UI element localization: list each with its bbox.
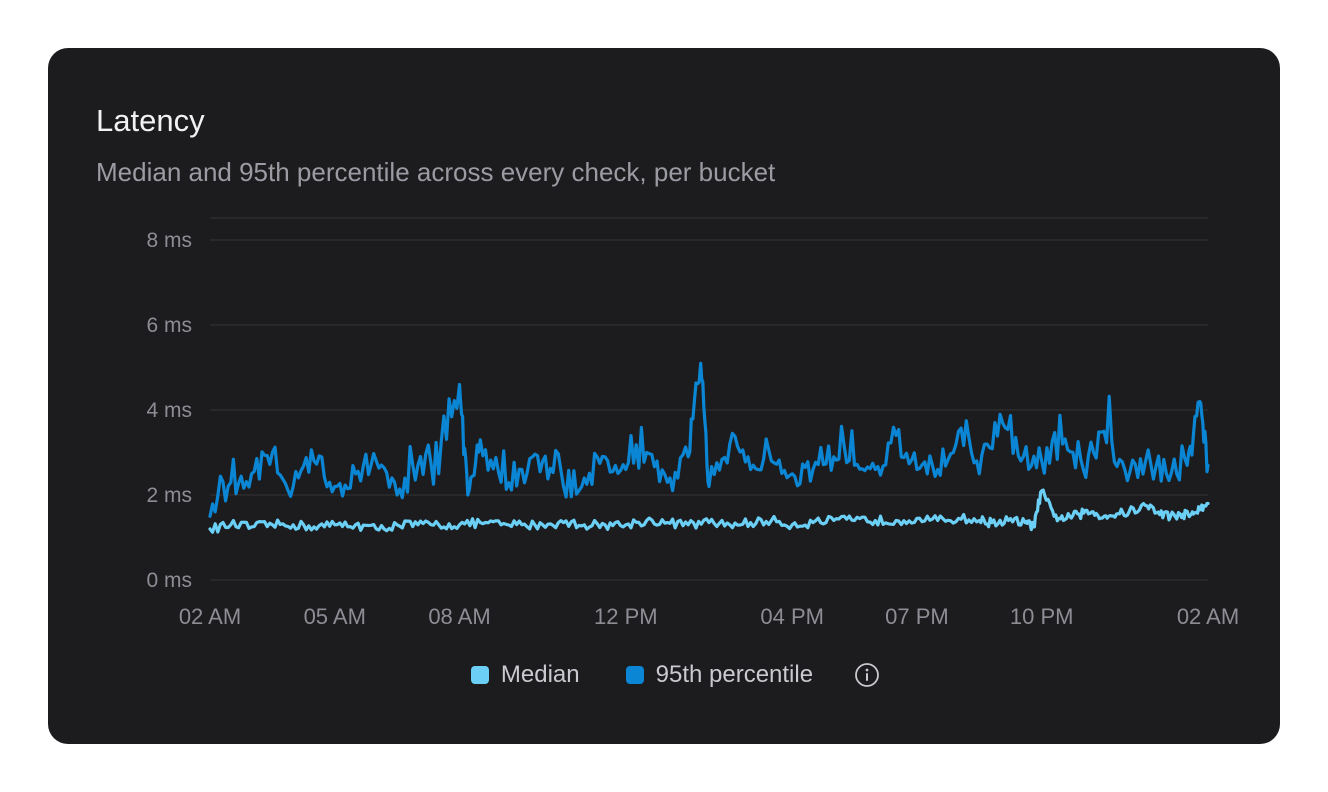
x-tick-label: 02 AM [1177, 604, 1239, 629]
legend: Median 95th percentile [48, 660, 1280, 690]
chart-subtitle: Median and 95th percentile across every … [96, 157, 776, 187]
y-tick-label: 6 ms [146, 314, 192, 337]
y-tick-label: 0 ms [146, 569, 192, 592]
y-axis-ticks: 0 ms 2 ms 4 ms 6 ms 8 ms [146, 229, 192, 592]
latency-line-chart: 0 ms 2 ms 4 ms 6 ms 8 ms 02 AM 05 AM 08 AM 12 P… [146, 217, 1239, 629]
gridlines [210, 217, 1208, 581]
series-lines [208, 361, 1210, 534]
series-line-p95 [208, 361, 1210, 518]
x-tick-label: 04 PM [760, 604, 824, 629]
y-tick-label: 4 ms [146, 399, 192, 422]
x-tick-label: 08 AM [428, 604, 490, 629]
legend-swatch-p95 [625, 666, 644, 684]
series-line-median [208, 488, 1210, 534]
x-tick-label: 02 AM [179, 604, 241, 629]
legend-item-median[interactable]: Median [470, 660, 580, 690]
chart-title: Latency [96, 103, 205, 138]
y-tick-label: 8 ms [146, 229, 192, 252]
info-icon[interactable] [854, 662, 880, 688]
x-tick-label: 10 PM [1010, 604, 1074, 629]
x-axis-ticks: 02 AM 05 AM 08 AM 12 PM 04 PM 07 PM 10 PM 02 AM [179, 604, 1239, 629]
legend-item-p95[interactable]: 95th percentile [625, 660, 814, 690]
legend-label-p95: 95th percentile [655, 661, 814, 688]
x-tick-label: 12 PM [594, 604, 658, 629]
x-tick-label: 05 AM [304, 604, 366, 629]
legend-swatch-median [470, 666, 489, 684]
x-tick-label: 07 PM [885, 604, 949, 629]
legend-label-median: Median [500, 661, 580, 688]
latency-card: Latency Median and 95th percentile acros… [48, 48, 1280, 744]
y-tick-label: 2 ms [146, 484, 192, 507]
